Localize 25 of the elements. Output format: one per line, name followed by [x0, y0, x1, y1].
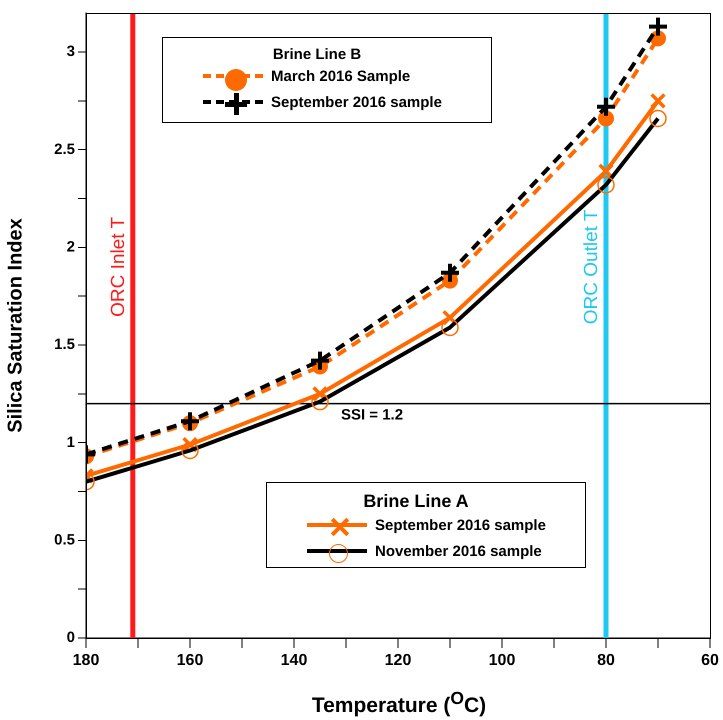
- x-tick-label: 180: [72, 652, 100, 670]
- y-tick-label: 2.5: [54, 140, 75, 158]
- x-tick-label: 140: [280, 652, 308, 670]
- y-tick-label: 2: [66, 238, 75, 256]
- y-tick-label: 0.5: [54, 531, 75, 548]
- y-tick-label: 3: [66, 43, 75, 60]
- x-axis-title: Temperature ($^{O}$C): [310, 688, 488, 718]
- y-tick-label: 0: [66, 629, 75, 646]
- ref-line-label: ORC Outlet T: [581, 209, 602, 324]
- y-axis-title: Silica Saturation Index: [4, 218, 27, 433]
- x-tick-label: 80: [597, 652, 615, 670]
- legend-label: September 2016 sample: [375, 516, 546, 534]
- y-tick-label: 1: [66, 434, 75, 451]
- x-tick-label: 160: [176, 652, 204, 670]
- x-tick-label: 100: [488, 652, 516, 670]
- legend-label: November 2016 sample: [375, 542, 542, 560]
- legend-label: September 2016 sample: [271, 94, 442, 110]
- legend-label: March 2016 Sample: [271, 68, 410, 84]
- ref-line-label: SSI = 1.2: [340, 406, 404, 424]
- x-tick-label: 120: [384, 652, 412, 670]
- y-tick-label: 1.5: [54, 336, 75, 354]
- ref-line-label: ORC Inlet T: [108, 216, 130, 317]
- x-tick-label: 60: [701, 652, 719, 670]
- text: Brine Line B: [272, 46, 362, 63]
- text: Brine Line A: [363, 491, 469, 511]
